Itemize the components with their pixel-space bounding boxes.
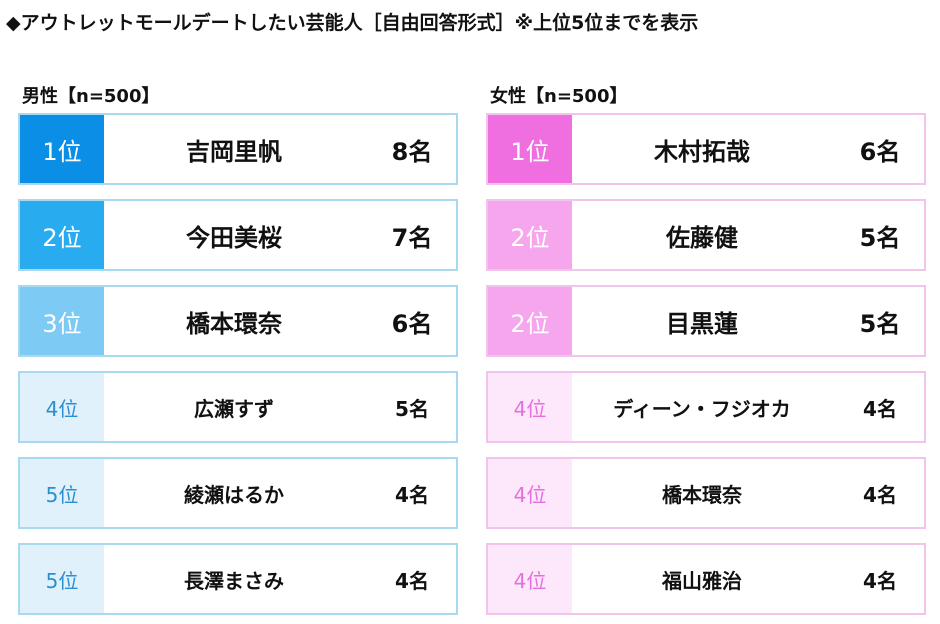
rank-row: 3位 橋本環奈 6名	[18, 285, 458, 357]
name: ディーン・フジオカ	[613, 396, 791, 421]
section-label: 女性【n=500】	[490, 86, 628, 107]
rank: 5位	[20, 545, 104, 613]
rank: 4位	[488, 545, 572, 613]
name: 今田美桜	[186, 223, 282, 252]
rank-row: 4位 広瀬すず 5名	[18, 371, 458, 443]
rank-row: 2位 佐藤健 5名	[486, 199, 926, 271]
rank: 5位	[20, 459, 104, 527]
rank: 2位	[20, 201, 104, 269]
count: 4名	[395, 482, 429, 507]
name: 長澤まさみ	[184, 568, 284, 593]
rank-row: 1位 吉岡里帆 8名	[18, 113, 458, 185]
name: 広瀬すず	[194, 396, 274, 421]
count: 4名	[863, 568, 897, 593]
name: 綾瀬はるか	[184, 482, 284, 507]
rank: 4位	[20, 373, 104, 441]
name: 佐藤健	[666, 223, 738, 252]
section-label: 男性【n=500】	[22, 86, 160, 107]
rank: 1位	[488, 115, 572, 183]
rank-row: 4位 ディーン・フジオカ 4名	[486, 371, 926, 443]
count: 7名	[391, 223, 433, 252]
rank: 4位	[488, 459, 572, 527]
rank: 2位	[488, 201, 572, 269]
name: 橋本環奈	[662, 482, 742, 507]
rank-row: 5位 綾瀬はるか 4名	[18, 457, 458, 529]
rank: 3位	[20, 287, 104, 355]
rank-row: 5位 長澤まさみ 4名	[18, 543, 458, 615]
rank-row: 2位 目黒蓮 5名	[486, 285, 926, 357]
count: 8名	[391, 137, 433, 166]
count: 4名	[395, 568, 429, 593]
rank-row: 2位 今田美桜 7名	[18, 199, 458, 271]
rank: 4位	[488, 373, 572, 441]
count: 5名	[859, 223, 901, 252]
count: 6名	[391, 309, 433, 338]
count: 4名	[863, 482, 897, 507]
count: 4名	[863, 396, 897, 421]
rank-row: 4位 橋本環奈 4名	[486, 457, 926, 529]
rank: 1位	[20, 115, 104, 183]
rank-row: 1位 木村拓哉 6名	[486, 113, 926, 185]
name: 橋本環奈	[186, 309, 282, 338]
rank-row: 4位 福山雅治 4名	[486, 543, 926, 615]
name: 目黒蓮	[666, 309, 738, 338]
count: 6名	[859, 137, 901, 166]
name: 吉岡里帆	[186, 137, 282, 166]
title: ◆アウトレットモールデートしたい芸能人［自由回答形式］※上位5位までを表示	[6, 12, 699, 34]
count: 5名	[859, 309, 901, 338]
count: 5名	[395, 396, 429, 421]
name: 木村拓哉	[654, 137, 750, 166]
rank: 2位	[488, 287, 572, 355]
name: 福山雅治	[662, 568, 742, 593]
